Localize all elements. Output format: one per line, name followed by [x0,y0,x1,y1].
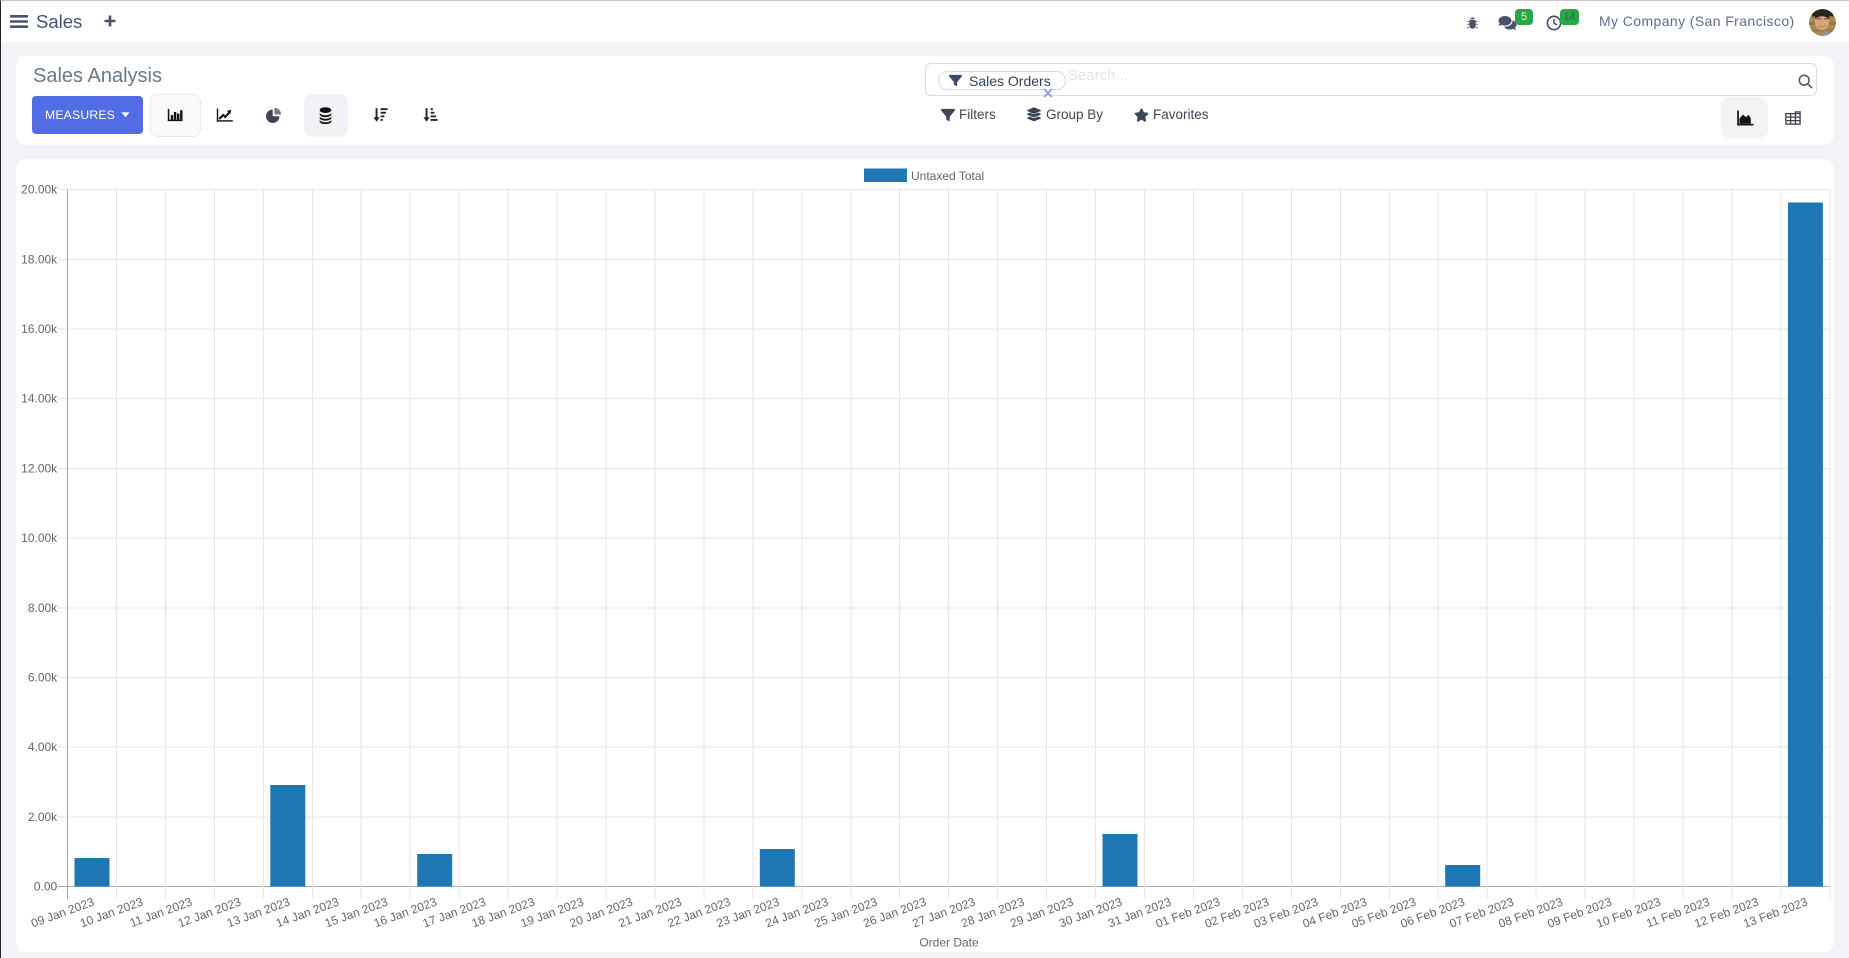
svg-text:12.00k: 12.00k [21,461,58,475]
svg-text:16.00k: 16.00k [21,322,58,336]
svg-text:4.00k: 4.00k [28,740,58,754]
svg-text:Order Date: Order Date [919,936,979,950]
svg-text:14.00k: 14.00k [21,392,58,406]
svg-text:6.00k: 6.00k [28,671,58,685]
svg-text:10.00k: 10.00k [21,531,58,545]
svg-text:20.00k: 20.00k [21,183,58,197]
svg-text:0.00: 0.00 [34,880,58,894]
svg-text:2.00k: 2.00k [28,810,58,824]
svg-text:18.00k: 18.00k [21,252,58,266]
svg-text:Untaxed Total: Untaxed Total [911,169,984,183]
svg-text:8.00k: 8.00k [28,601,58,615]
